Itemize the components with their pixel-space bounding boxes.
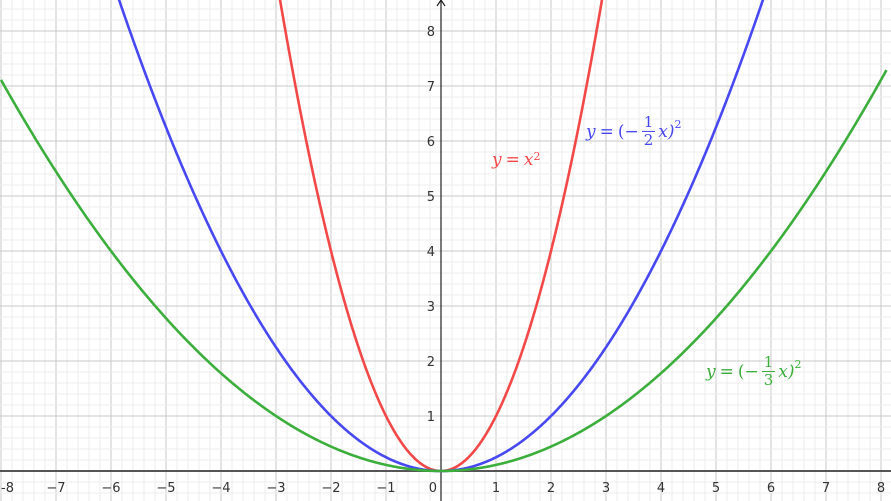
label-eq: = xyxy=(505,150,520,170)
x-tick-label: −6 xyxy=(101,481,120,496)
label-eq: = xyxy=(599,121,614,142)
denominator: 2 xyxy=(643,131,654,149)
label-body: x) xyxy=(658,121,675,142)
y-tick-label: 2 xyxy=(427,355,435,370)
curve-1 xyxy=(117,0,765,473)
y-tick-label: 1 xyxy=(427,410,435,425)
label-open: (− xyxy=(737,361,759,382)
x-tick-label: −7 xyxy=(46,481,65,496)
y-tick-label: 5 xyxy=(427,190,435,205)
x-tick-label: 0 xyxy=(429,481,437,496)
x-tick-label: −5 xyxy=(156,481,175,496)
x-tick-label: 2 xyxy=(547,481,555,496)
curve-0 xyxy=(278,0,604,473)
numerator: 1 xyxy=(761,353,776,372)
x-tick-label: 8 xyxy=(877,481,885,496)
x-tick-label: −3 xyxy=(266,481,285,496)
y-tick-label: 7 xyxy=(427,80,435,95)
label-eq: = xyxy=(719,361,734,382)
x-tick-label: 5 xyxy=(712,481,720,496)
x-tick-label: 7 xyxy=(822,481,830,496)
y-tick-label: 6 xyxy=(427,135,435,150)
denominator: 3 xyxy=(763,371,774,389)
curve-2 xyxy=(0,69,888,473)
x-tick-label: 3 xyxy=(602,481,610,496)
y-tick-label: 4 xyxy=(427,245,435,260)
x-tick-label: 6 xyxy=(767,481,775,496)
y-tick-label: 8 xyxy=(427,25,435,40)
x-tick-label: 4 xyxy=(657,481,665,496)
label-lhs: y xyxy=(492,150,502,170)
label-exp: 2 xyxy=(794,358,802,371)
label-exp: 2 xyxy=(533,150,541,163)
label-body: x xyxy=(523,150,534,170)
x-tick-label: -8 xyxy=(1,481,14,496)
y-axis-arrow xyxy=(436,0,446,7)
x-tick-label: −4 xyxy=(211,481,230,496)
label-open: (− xyxy=(617,121,639,142)
x-tick-label: −1 xyxy=(376,481,395,496)
label-body: x) xyxy=(778,361,795,382)
numerator: 1 xyxy=(641,113,656,132)
label-lhs: y xyxy=(586,121,596,142)
x-tick-label: 1 xyxy=(492,481,500,496)
x-tick-label: −2 xyxy=(321,481,340,496)
label-lhs: y xyxy=(706,361,716,382)
label-exp: 2 xyxy=(674,118,682,131)
curves xyxy=(0,0,888,473)
y-tick-label: 3 xyxy=(427,300,435,315)
